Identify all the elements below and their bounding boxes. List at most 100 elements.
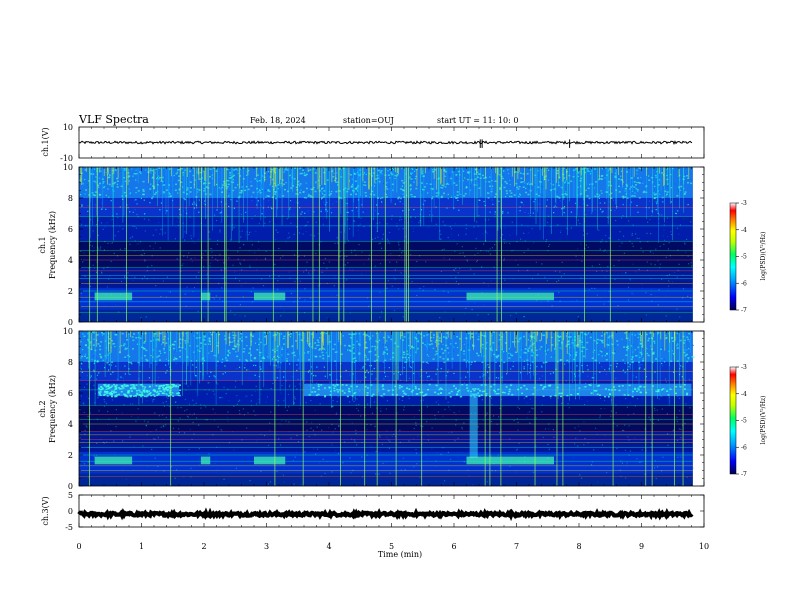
noise-speckle [431, 427, 433, 429]
noise-speckle [591, 265, 593, 267]
noise-speckle [442, 336, 445, 338]
noise-speckle [160, 228, 162, 230]
noise-speckle [265, 401, 267, 403]
noise-speckle [616, 340, 619, 342]
emission-speckle [146, 394, 149, 396]
noise-speckle [668, 242, 670, 244]
noise-speckle [657, 304, 659, 306]
noise-speckle [402, 189, 405, 192]
noise-speckle [280, 362, 282, 364]
noise-speckle [149, 188, 152, 190]
emission-speckle [133, 385, 136, 388]
emission-speckle [167, 388, 170, 391]
noise-speckle [365, 377, 368, 380]
noise-speckle [292, 459, 294, 462]
noise-speckle [435, 195, 438, 197]
noise-speckle [264, 335, 267, 337]
noise-speckle [559, 335, 562, 338]
noise-speckle [334, 360, 337, 362]
noise-speckle [619, 231, 621, 233]
noise-speckle [281, 384, 283, 387]
noise-speckle [80, 250, 82, 253]
noise-speckle [111, 185, 114, 187]
noise-speckle [623, 252, 625, 254]
noise-speckle [263, 434, 266, 437]
noise-speckle [177, 192, 179, 194]
noise-speckle [529, 398, 531, 400]
noise-speckle [175, 172, 178, 175]
noise-speckle [137, 190, 140, 192]
emission-speckle [120, 387, 123, 390]
noise-speckle [660, 470, 663, 472]
noise-speckle [504, 196, 507, 198]
noise-speckle [176, 221, 179, 223]
noise-speckle [161, 176, 164, 179]
noise-speckle [89, 285, 92, 287]
noise-speckle [235, 335, 237, 337]
noise-speckle [269, 331, 271, 333]
noise-speckle [157, 465, 159, 468]
noise-speckle [611, 383, 613, 385]
noise-speckle [641, 397, 644, 400]
noise-speckle [531, 354, 534, 357]
noise-speckle [320, 198, 323, 200]
noise-speckle [245, 395, 247, 397]
noise-speckle [184, 383, 186, 385]
noise-speckle [477, 252, 479, 254]
noise-speckle [84, 169, 87, 171]
noise-speckle [296, 369, 298, 372]
noise-speckle [346, 349, 349, 351]
noise-speckle [83, 355, 86, 358]
noise-speckle [256, 174, 259, 176]
noise-speckle [188, 403, 191, 405]
noise-speckle [489, 347, 492, 350]
noise-speckle [82, 402, 84, 404]
noise-speckle [269, 176, 271, 178]
noise-speckle [396, 412, 398, 414]
noise-speckle [601, 174, 604, 177]
noise-speckle [240, 213, 243, 216]
noise-speckle [494, 470, 497, 472]
noise-speckle [163, 180, 165, 182]
noise-speckle [347, 240, 350, 242]
noise-speckle [386, 287, 388, 289]
noise-speckle [322, 357, 325, 360]
noise-speckle [131, 363, 133, 365]
noise-speckle [373, 381, 375, 384]
noise-speckle [477, 205, 480, 208]
noise-speckle [384, 190, 386, 193]
noise-speckle [354, 249, 356, 251]
noise-speckle [250, 185, 253, 187]
noise-speckle [439, 238, 441, 240]
noise-speckle [655, 208, 657, 211]
noise-speckle [304, 217, 306, 219]
noise-speckle [192, 167, 194, 169]
noise-speckle [526, 183, 529, 185]
noise-speckle [443, 248, 445, 250]
emission-speckle [106, 392, 109, 395]
noise-speckle [546, 221, 549, 224]
noise-speckle [232, 264, 234, 266]
noise-speckle [149, 202, 151, 204]
noise-speckle [105, 171, 107, 174]
noise-speckle [500, 237, 502, 239]
noise-speckle [551, 188, 553, 191]
noise-speckle [166, 276, 169, 278]
noise-speckle [248, 377, 250, 380]
noise-speckle [634, 349, 636, 351]
noise-speckle [194, 203, 196, 205]
noise-speckle [111, 339, 114, 342]
noise-speckle [629, 402, 631, 404]
noise-speckle [673, 271, 676, 273]
noise-speckle [547, 215, 550, 217]
noise-speckle [281, 348, 284, 350]
noise-speckle [197, 238, 199, 241]
noise-speckle [119, 346, 121, 348]
noise-speckle [105, 402, 108, 405]
noise-speckle [553, 436, 555, 438]
emission-speckle [98, 393, 101, 395]
noise-speckle [303, 196, 306, 199]
noise-speckle [96, 360, 99, 362]
noise-speckle [129, 403, 132, 405]
noise-speckle [483, 304, 485, 306]
